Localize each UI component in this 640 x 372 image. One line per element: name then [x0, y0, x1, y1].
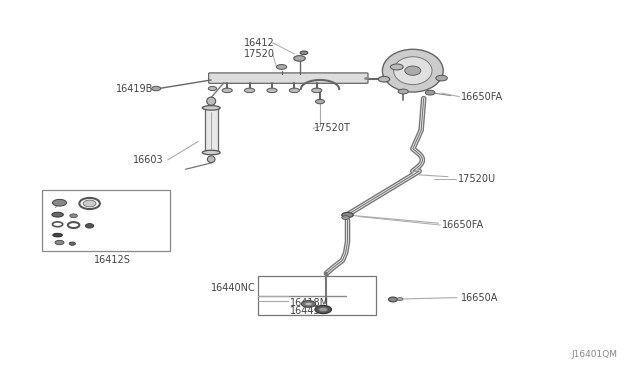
Ellipse shape: [86, 224, 94, 228]
Ellipse shape: [405, 66, 421, 75]
Ellipse shape: [383, 49, 443, 92]
Text: 16412: 16412: [244, 38, 275, 48]
Ellipse shape: [294, 55, 305, 61]
Ellipse shape: [342, 212, 353, 218]
Ellipse shape: [52, 212, 63, 217]
Ellipse shape: [397, 298, 403, 301]
Ellipse shape: [398, 89, 408, 94]
Text: 17520: 17520: [244, 49, 275, 59]
Text: 16650FA: 16650FA: [442, 220, 484, 230]
Text: 17520T: 17520T: [314, 124, 351, 133]
Ellipse shape: [305, 302, 312, 306]
Ellipse shape: [244, 88, 255, 93]
Bar: [205, 108, 218, 153]
Ellipse shape: [207, 156, 215, 163]
Ellipse shape: [207, 97, 216, 105]
Text: 16418M: 16418M: [290, 298, 329, 308]
Ellipse shape: [52, 199, 67, 206]
Ellipse shape: [202, 150, 220, 155]
Text: 16419B: 16419B: [116, 84, 154, 94]
Ellipse shape: [312, 88, 322, 93]
Ellipse shape: [209, 87, 216, 91]
Ellipse shape: [342, 216, 349, 219]
Ellipse shape: [315, 305, 332, 314]
Ellipse shape: [394, 57, 432, 84]
Text: 17520U: 17520U: [458, 174, 496, 183]
Ellipse shape: [222, 88, 232, 93]
Ellipse shape: [276, 65, 287, 69]
Ellipse shape: [388, 297, 397, 302]
Text: 16650A: 16650A: [461, 294, 498, 303]
FancyBboxPatch shape: [209, 73, 368, 83]
Ellipse shape: [52, 233, 62, 237]
Ellipse shape: [202, 106, 220, 110]
Ellipse shape: [436, 75, 447, 81]
Ellipse shape: [425, 90, 435, 95]
Ellipse shape: [316, 99, 324, 104]
Ellipse shape: [319, 307, 328, 312]
Text: 16650FA: 16650FA: [461, 92, 503, 102]
Ellipse shape: [83, 200, 96, 207]
Ellipse shape: [289, 88, 300, 93]
Text: 16440NC: 16440NC: [211, 283, 256, 293]
Text: 16603: 16603: [132, 155, 163, 165]
Ellipse shape: [69, 242, 76, 246]
Ellipse shape: [378, 77, 390, 82]
Text: 16443M: 16443M: [290, 306, 329, 315]
Text: 16412S: 16412S: [93, 256, 131, 265]
Ellipse shape: [55, 240, 64, 245]
Ellipse shape: [301, 301, 316, 307]
Ellipse shape: [300, 51, 308, 55]
Text: J16401QM: J16401QM: [572, 350, 618, 359]
Ellipse shape: [70, 214, 77, 218]
Ellipse shape: [152, 86, 161, 91]
Bar: [258, 276, 376, 315]
Ellipse shape: [267, 88, 277, 93]
Ellipse shape: [390, 64, 403, 70]
Bar: [42, 190, 170, 251]
